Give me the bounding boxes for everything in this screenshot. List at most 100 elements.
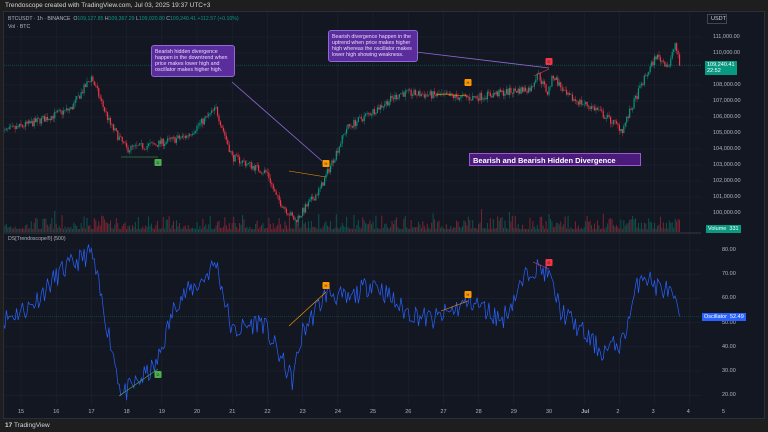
volume-bar: [332, 228, 334, 232]
volume-bar: [566, 228, 568, 232]
chart-title-box[interactable]: Bearish and Bearish Hidden Divergence: [469, 153, 641, 166]
volume-bar: [8, 227, 10, 232]
volume-bar: [237, 228, 239, 232]
volume-bar: [435, 228, 437, 232]
candle: [35, 118, 37, 123]
symbol-info[interactable]: BTCUSDT · 1h · BINANCE: [8, 16, 71, 22]
candle: [357, 116, 359, 122]
volume-bar: [366, 224, 368, 232]
price-axis-label: 108,000.00: [713, 82, 741, 88]
price-axis-label: 107,000.00: [713, 98, 741, 104]
volume-bar: [501, 217, 503, 232]
candle: [244, 161, 246, 166]
candle: [667, 64, 669, 67]
change-value: +112.57 (+0.10%): [197, 16, 239, 22]
candle: [178, 135, 180, 139]
candle: [552, 75, 554, 79]
volume-bar: [630, 219, 632, 232]
volume-bar: [293, 228, 295, 232]
candle: [398, 94, 400, 98]
volume-bar: [579, 228, 581, 232]
candle: [428, 94, 430, 96]
volume-bar: [249, 226, 251, 232]
volume-bar: [593, 223, 595, 232]
candle: [73, 103, 75, 110]
volume-bar: [211, 228, 213, 232]
candle: [497, 91, 499, 97]
volume-bar: [378, 228, 380, 232]
candle: [412, 94, 414, 96]
volume-bar: [626, 223, 628, 232]
volume-bar: [209, 215, 211, 232]
candle: [62, 110, 65, 115]
candle: [150, 142, 153, 143]
currency-button[interactable]: USDT: [707, 14, 727, 24]
candle: [115, 128, 117, 131]
volume-bar: [230, 228, 232, 232]
volume-bar: [244, 227, 246, 232]
callout-hidden-divergence[interactable]: Bearish hidden divergence happen in the …: [151, 45, 235, 77]
volume-bar: [202, 218, 204, 232]
volume-bar: [532, 220, 534, 232]
volume-bar: [476, 228, 478, 232]
volume-bar: [89, 225, 91, 232]
candle: [194, 131, 197, 133]
volume-bar: [554, 226, 556, 232]
volume-bar: [561, 226, 563, 232]
volume-bar: [422, 221, 424, 232]
volume-bar: [148, 216, 150, 232]
volume-bar: [416, 226, 418, 232]
candle: [573, 99, 575, 101]
volume-bar: [438, 220, 440, 232]
volume-bar: [505, 227, 507, 232]
volume-bar: [4, 225, 6, 232]
candle: [388, 101, 390, 106]
candle: [435, 94, 437, 97]
volume-bar: [288, 216, 290, 232]
candle: [79, 95, 81, 99]
candle: [566, 90, 568, 95]
candle: [152, 142, 154, 144]
last-price: 109,240.41: [707, 62, 735, 68]
volume-bar: [134, 222, 136, 232]
volume-bar: [20, 228, 22, 232]
volume-bar: [677, 219, 679, 232]
candle: [671, 51, 673, 59]
volume-bar: [281, 228, 283, 232]
volume-bar: [382, 227, 384, 232]
candle: [309, 199, 311, 202]
indicator-legend[interactable]: DS[Trendoscope®] (500): [8, 236, 66, 242]
volume-bar: [434, 219, 436, 232]
volume-bar: [538, 228, 540, 232]
volume-bar: [488, 229, 490, 232]
candle: [247, 163, 249, 164]
volume-bar: [373, 228, 375, 232]
candle: [296, 220, 298, 223]
volume-bar: [510, 221, 512, 232]
volume-bar: [577, 225, 579, 232]
chart-area[interactable]: D D H H H H D D BTCUSDT · 1h · BINANCE O109,127…: [3, 11, 765, 419]
candle: [507, 89, 509, 96]
candle: [319, 187, 321, 189]
candle: [49, 118, 51, 121]
snapshot-caption: Trendoscope created with TradingView.com…: [5, 2, 211, 9]
candle: [51, 115, 53, 121]
callout-divergence[interactable]: Bearish divergence happen in the uptrend…: [328, 30, 418, 62]
volume-bar: [674, 218, 676, 232]
volume-bar: [533, 226, 535, 232]
volume-legend[interactable]: Vol · BTC: [8, 24, 31, 30]
volume-bar: [571, 228, 573, 232]
volume-bar: [19, 228, 21, 232]
volume-bar: [586, 215, 588, 232]
candle: [68, 109, 70, 111]
volume-bar: [183, 226, 185, 232]
candle: [312, 196, 314, 200]
volume-bar: [173, 221, 175, 232]
time-axis-label: 2: [616, 409, 620, 415]
candle: [243, 160, 245, 162]
volume-bar: [406, 227, 408, 232]
candle: [303, 207, 305, 213]
oscillator-line: [4, 244, 680, 401]
chart-canvas[interactable]: D D H H H H D D: [4, 12, 701, 418]
volume-bar: [588, 221, 590, 232]
